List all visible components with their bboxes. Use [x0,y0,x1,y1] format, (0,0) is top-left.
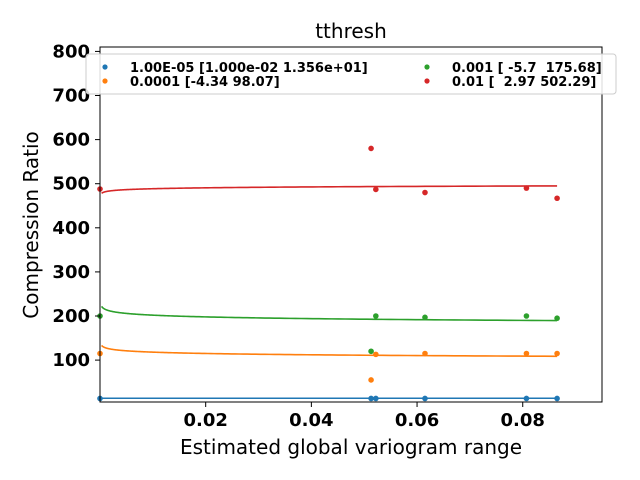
data-point [422,350,428,357]
legend-marker [102,78,108,84]
y-tick-label: 200 [52,306,90,327]
data-point [368,395,374,402]
legend-entry-label: 0.001 [ -5.7 175.68] [452,61,602,76]
data-point [373,351,379,358]
y-tick-label: 700 [52,86,90,107]
data-point [554,195,560,202]
legend-entry-label: 1.00E-05 [1.000e-02 1.356e+01] [130,61,368,76]
y-axis-label: Compression Ratio [19,131,43,318]
data-point [523,313,530,319]
data-point [368,145,374,152]
x-tick-label: 0.08 [501,410,545,431]
fit-line [101,185,558,194]
data-point [554,350,560,357]
data-point [523,350,530,357]
y-axis-ticks: 100 200 300 400 500 600 700 800 [52,41,100,371]
fit-line [100,305,558,322]
legend-box [85,53,617,95]
legend: 1.00E-05 [1.000e-02 1.356e+01]0.0001 [-4… [85,53,617,95]
y-tick-label: 300 [52,262,90,283]
data-point [368,348,374,355]
legend-entry-label: 0.0001 [-4.34 98.07] [130,75,280,90]
y-tick-label: 400 [52,218,90,239]
data-point [422,395,428,402]
plot-area-frame [99,46,603,403]
x-axis-label: Estimated global variogram range [180,435,522,459]
y-tick-label: 600 [52,130,90,151]
x-tick-label: 0.04 [289,410,333,431]
x-tick-label: 0.02 [183,410,227,431]
legend-marker [102,64,108,70]
fit-lines [100,185,558,400]
data-point [373,313,379,319]
fit-line [100,344,558,358]
data-points [97,145,560,402]
y-tick-label: 800 [52,41,90,62]
x-axis-ticks: 0.02 0.04 0.06 0.08 [183,402,545,431]
legend-entry-label: 0.01 [ 2.97 502.29] [452,75,596,90]
y-tick-label: 500 [52,174,90,195]
data-point [554,395,560,402]
legend-marker [424,78,430,84]
y-tick-label: 100 [52,350,90,371]
chart-title: tthresh [315,19,387,43]
data-point [422,189,428,196]
data-point [523,185,530,191]
data-point [523,395,530,402]
data-point [554,315,560,322]
legend-marker [424,64,430,70]
data-point [373,186,379,193]
data-point [422,314,428,321]
x-tick-label: 0.06 [395,410,439,431]
data-point [373,395,379,402]
data-point [368,377,374,383]
